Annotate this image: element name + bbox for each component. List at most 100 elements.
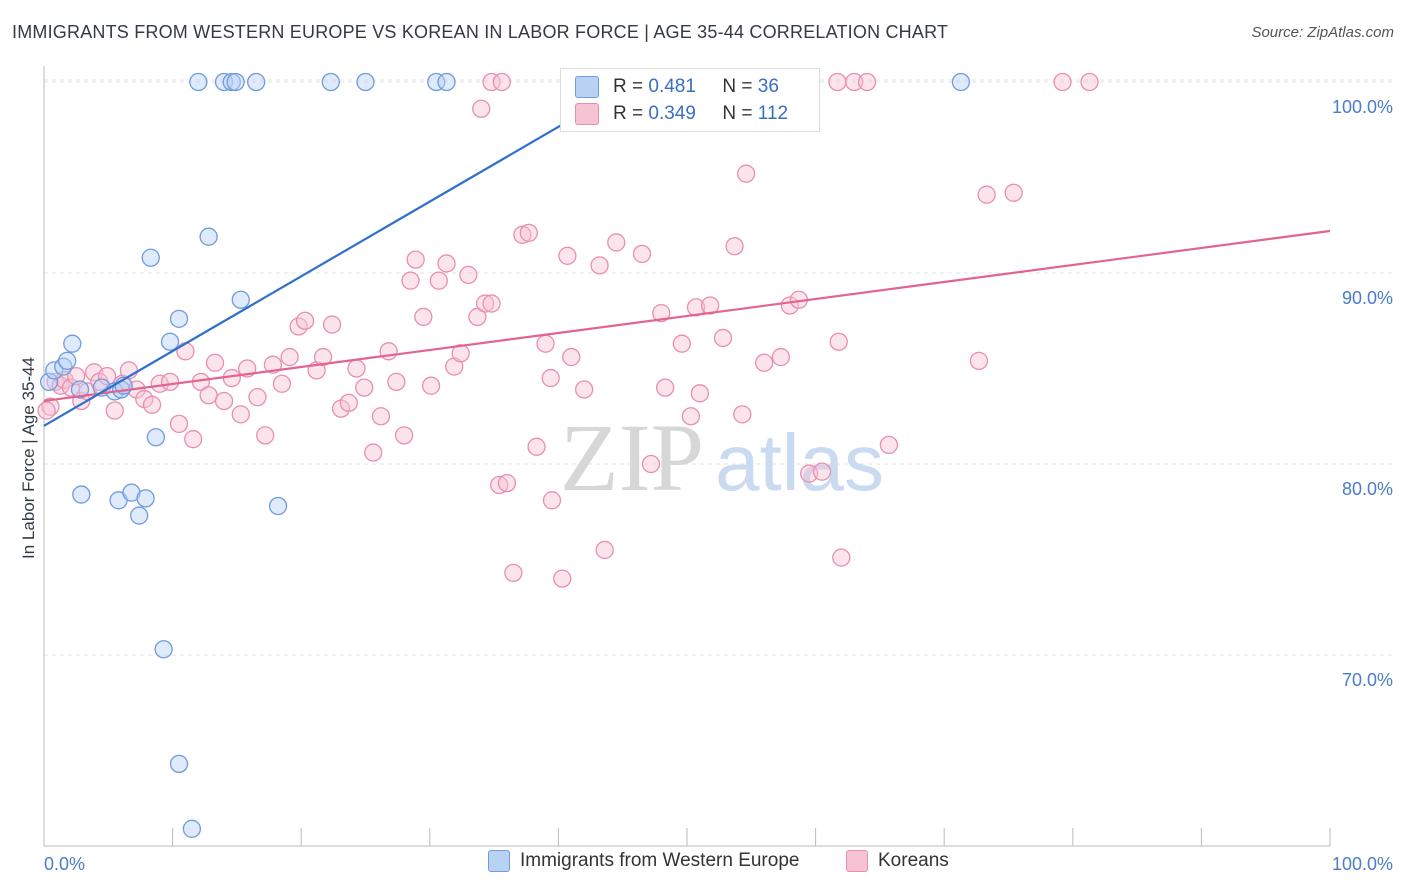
western-europe-point	[189, 72, 208, 92]
korean-point	[857, 72, 877, 92]
western-europe-point	[222, 72, 241, 92]
korean-point	[519, 223, 538, 243]
korean-point	[590, 256, 609, 275]
series-legend: Immigrants from Western Europe Koreans	[0, 850, 1406, 880]
korean-point	[832, 548, 851, 567]
western-europe-point	[268, 496, 288, 516]
pink-swatch	[575, 103, 599, 125]
korean-point	[248, 387, 267, 407]
korean-point	[641, 454, 661, 474]
korean-point	[459, 265, 478, 285]
korean-point	[681, 407, 701, 426]
western-europe-point	[182, 819, 202, 838]
korean-point	[272, 374, 292, 393]
korean-point	[652, 303, 671, 323]
source-label: Source: ZipAtlas.com	[1251, 24, 1394, 41]
pink-r-label: R =	[613, 103, 644, 124]
korean-point	[184, 430, 203, 449]
western-europe-point	[160, 332, 180, 351]
western-europe-trend-line	[43, 81, 637, 427]
watermark-zip: ZIP	[560, 404, 704, 511]
blue-r-label: R =	[613, 76, 644, 97]
korean-point	[421, 376, 441, 395]
korean-point	[371, 407, 391, 426]
korean-point	[690, 384, 710, 403]
korean-point	[142, 395, 162, 414]
koreans-swatch	[846, 850, 868, 872]
x-tick-label-min: 0.0%	[44, 854, 85, 874]
blue-n-value: 36	[757, 76, 779, 97]
blue-swatch	[575, 76, 599, 98]
korean-point	[160, 372, 180, 392]
western-europe-point	[356, 72, 375, 92]
western-europe-point	[321, 72, 340, 92]
western-europe-point	[427, 72, 446, 92]
korean-point	[755, 353, 774, 372]
korean-point	[263, 355, 283, 374]
western-europe-point	[70, 380, 90, 399]
korean-point	[313, 347, 333, 367]
korean-point	[280, 347, 299, 367]
korean-point	[828, 72, 847, 92]
korean-point	[527, 437, 546, 456]
korean-point	[364, 443, 383, 462]
korean-point	[771, 347, 791, 367]
koreans-points	[37, 72, 1099, 588]
y-tick-label: 70.0%	[1342, 670, 1393, 690]
korean-point	[558, 246, 577, 265]
korean-point	[401, 271, 420, 290]
western-europe-point	[226, 72, 245, 92]
korean-point	[414, 307, 433, 327]
pink-n-value: 112	[757, 103, 789, 124]
western-europe-point	[437, 72, 456, 92]
korean-point	[632, 244, 652, 264]
korean-point	[406, 250, 425, 269]
korean-point	[845, 72, 864, 92]
blue-r-value: 0.481	[648, 76, 696, 97]
korean-point	[394, 426, 414, 445]
korean-point	[504, 563, 523, 583]
western-europe-point	[136, 489, 155, 508]
korean-point	[737, 164, 756, 183]
western-europe-point	[72, 485, 91, 504]
western-europe-swatch	[488, 850, 510, 872]
koreans-trend-line	[43, 229, 1331, 403]
korean-point	[231, 405, 250, 424]
western-europe-points	[39, 72, 971, 838]
korean-point	[339, 393, 358, 413]
korean-point	[387, 372, 406, 392]
stats-legend: R = 0.481 N = 36 R = 0.349 N = 112	[560, 68, 820, 132]
korean-point	[607, 233, 626, 252]
korean-point	[513, 225, 532, 244]
korean-point	[595, 540, 614, 560]
legend-item-koreans[interactable]: Koreans	[846, 850, 949, 872]
watermark-atlas: atlas	[715, 418, 884, 507]
western-europe-point	[141, 248, 160, 267]
korean-point	[542, 491, 562, 510]
korean-point	[725, 237, 744, 256]
korean-point	[475, 294, 495, 313]
western-europe-point	[169, 309, 189, 328]
western-europe-point	[63, 334, 82, 353]
korean-point	[977, 185, 996, 204]
legend-item-western-europe[interactable]: Immigrants from Western Europe	[488, 850, 799, 872]
korean-point	[429, 271, 448, 290]
pink-n-label: N =	[722, 103, 753, 124]
korean-point	[222, 368, 241, 388]
korean-point	[733, 405, 752, 424]
korean-point	[482, 294, 501, 313]
korean-point	[214, 391, 234, 411]
western-europe-point	[247, 72, 266, 92]
korean-point	[451, 344, 470, 363]
western-europe-point	[199, 227, 218, 246]
korean-point	[655, 378, 675, 397]
western-europe-point	[154, 640, 173, 659]
korean-point	[672, 334, 692, 353]
western-europe-point	[169, 754, 189, 774]
chart-title: IMMIGRANTS FROM WESTERN EUROPE VS KOREAN…	[12, 22, 949, 42]
tick-labels: 70.0% 80.0% 90.0% 100.0% 0.0% 100.0%	[44, 97, 1393, 874]
x-tick-label-max: 100.0%	[1332, 854, 1393, 874]
blue-n-label: N =	[722, 76, 753, 97]
korean-point	[472, 99, 491, 118]
